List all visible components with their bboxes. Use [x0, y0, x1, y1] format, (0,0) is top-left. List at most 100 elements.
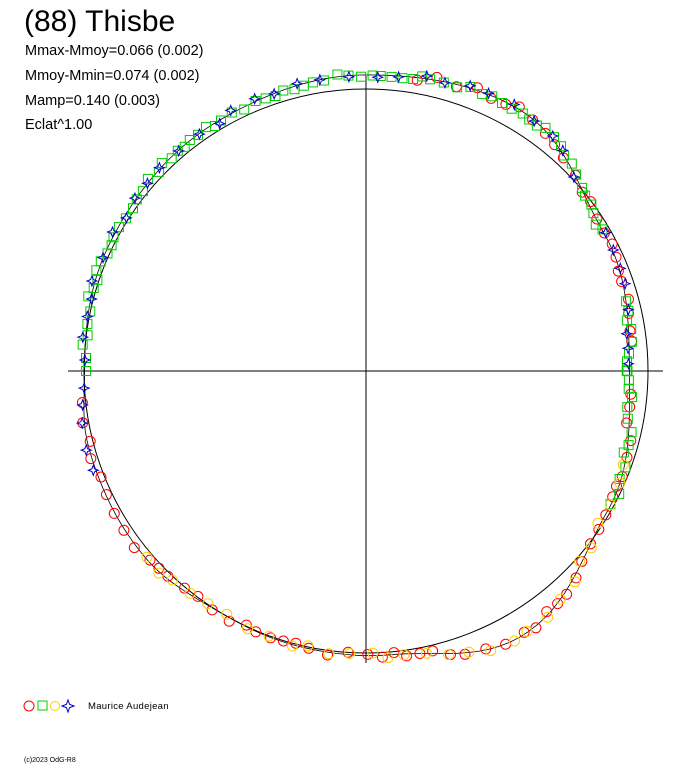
- data-point-series-1: [611, 480, 622, 492]
- data-point-series-4: [106, 225, 119, 239]
- data-point-series-1: [85, 453, 97, 465]
- data-point-series-4: [567, 170, 581, 184]
- data-point-series-1: [388, 647, 400, 659]
- data-point-series-3: [554, 593, 566, 605]
- data-point-series-1: [480, 643, 492, 655]
- data-point-series-4: [599, 226, 613, 239]
- data-point-series-2: [597, 224, 608, 235]
- data-point-series-1: [118, 524, 130, 536]
- legend-marker-blue-star: [60, 698, 76, 714]
- lightcurve-line: [83, 74, 630, 656]
- data-point-series-4: [224, 104, 238, 117]
- data-point-series-3: [367, 647, 379, 659]
- data-point-series-4: [622, 357, 635, 371]
- data-point-series-2: [623, 383, 634, 394]
- data-point-series-2: [497, 98, 507, 108]
- data-point-series-2: [566, 158, 577, 169]
- stat-mamp: Mamp=0.140 (0.003): [25, 93, 161, 109]
- data-point-series-3: [614, 477, 626, 489]
- data-point-series-2: [623, 375, 634, 386]
- data-point-series-4: [193, 127, 206, 141]
- data-point-series-4: [85, 274, 99, 288]
- data-point-series-1: [265, 632, 277, 644]
- data-point-series-3: [574, 555, 586, 567]
- data-point-series-2: [156, 158, 167, 169]
- data-point-series-3: [521, 625, 533, 637]
- data-point-series-2: [627, 392, 638, 403]
- data-point-series-1: [362, 648, 374, 660]
- data-point-series-2: [106, 240, 117, 251]
- data-point-series-1: [76, 397, 88, 409]
- data-point-series-3: [323, 648, 335, 660]
- data-point-series-3: [202, 598, 214, 610]
- data-point-series-2: [142, 173, 153, 184]
- data-point-series-2: [577, 182, 588, 193]
- data-point-series-3: [344, 648, 356, 659]
- data-point-series-3: [592, 517, 604, 529]
- data-point-series-2: [184, 135, 195, 145]
- data-point-series-2: [626, 427, 637, 438]
- data-point-series-4: [153, 161, 166, 175]
- data-point-series-3: [420, 647, 432, 659]
- reference-circle: [83, 88, 649, 654]
- data-point-series-2: [260, 93, 271, 104]
- data-point-series-2: [622, 413, 633, 424]
- data-point-series-3: [263, 630, 275, 642]
- data-point-series-2: [210, 121, 220, 131]
- data-point-series-1: [606, 238, 618, 250]
- data-point-series-2: [318, 75, 329, 86]
- data-point-series-3: [485, 645, 497, 657]
- data-point-series-2: [624, 348, 634, 359]
- data-point-series-1: [593, 523, 605, 535]
- data-point-series-2: [82, 330, 93, 341]
- copyright: (c)2023 OdG-R8: [24, 757, 76, 764]
- data-point-series-1: [610, 251, 622, 263]
- data-point-series-2: [82, 318, 93, 329]
- data-point-series-2: [113, 222, 124, 233]
- data-point-series-2: [452, 82, 463, 93]
- data-point-series-2: [332, 69, 343, 80]
- data-point-series-4: [622, 303, 635, 317]
- data-point-series-2: [386, 71, 397, 82]
- data-point-series-4: [141, 176, 154, 190]
- data-point-series-4: [507, 98, 521, 111]
- data-point-series-3: [443, 649, 455, 661]
- data-point-series-4: [556, 144, 570, 157]
- data-point-series-1: [600, 509, 612, 521]
- data-point-series-2: [417, 71, 428, 82]
- data-point-series-1: [376, 651, 388, 663]
- data-point-series-2: [506, 103, 517, 114]
- data-point-series-1: [431, 71, 443, 83]
- data-point-series-4: [463, 79, 477, 93]
- data-point-series-4: [80, 310, 94, 323]
- data-point-series-4: [128, 191, 142, 205]
- data-point-series-2: [622, 315, 633, 326]
- data-point-series-2: [137, 186, 148, 197]
- data-point-series-1: [322, 649, 333, 661]
- data-point-series-4: [78, 353, 92, 367]
- data-point-series-2: [307, 77, 318, 88]
- data-point-series-3: [221, 608, 233, 620]
- data-point-series-1: [100, 489, 112, 501]
- data-point-series-2: [108, 232, 119, 243]
- data-point-series-1: [250, 626, 262, 638]
- data-point-series-1: [561, 588, 573, 600]
- data-point-series-3: [302, 640, 314, 652]
- stat-mmax-mmoy: Mmax-Mmoy=0.066 (0.002): [25, 43, 204, 59]
- data-point-series-1: [342, 646, 354, 658]
- data-point-series-2: [614, 488, 625, 499]
- data-point-series-4: [85, 292, 98, 306]
- data-point-series-1: [290, 637, 302, 649]
- data-point-series-1: [539, 127, 551, 139]
- data-point-series-4: [172, 144, 186, 158]
- data-point-series-2: [88, 283, 99, 293]
- data-point-series-2: [618, 447, 629, 458]
- data-point-series-4: [76, 398, 89, 412]
- data-point-series-3: [286, 640, 298, 652]
- data-point-series-2: [278, 85, 289, 96]
- data-point-series-4: [75, 416, 89, 430]
- data-point-series-2: [239, 104, 250, 115]
- data-point-series-2: [92, 274, 103, 285]
- legend-markers: [23, 698, 76, 714]
- data-point-series-1: [223, 615, 235, 627]
